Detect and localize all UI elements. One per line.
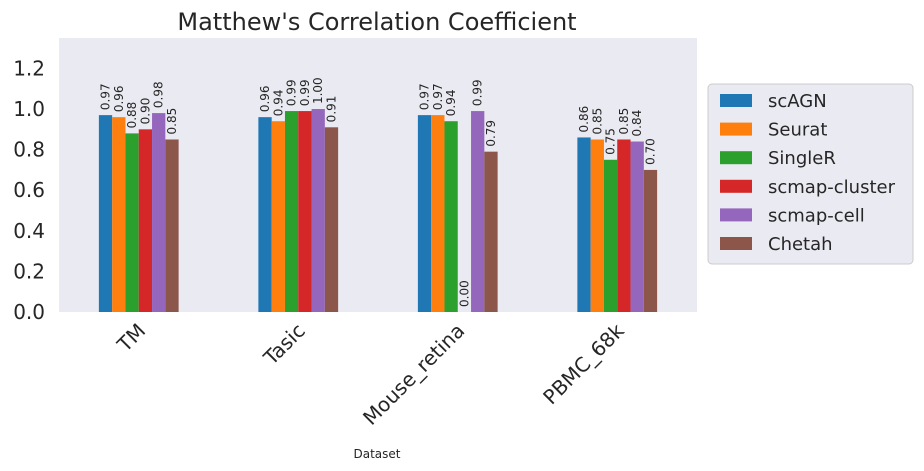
bar-value-label: 0.84 bbox=[630, 110, 644, 137]
x-axis-ticks: TM Tasic Mouse_retina PBMC_68k bbox=[112, 318, 629, 430]
y-tick-label: 1.0 bbox=[13, 97, 45, 121]
bar bbox=[590, 139, 604, 312]
bar-value-label: 0.96 bbox=[258, 85, 272, 112]
bar bbox=[152, 113, 166, 312]
bar bbox=[125, 133, 139, 312]
bar-value-label: 0.85 bbox=[165, 108, 179, 135]
bar bbox=[617, 139, 631, 312]
bar bbox=[284, 111, 299, 312]
legend-label: Seurat bbox=[768, 120, 827, 141]
y-axis-ticks: 0.0 0.2 0.4 0.6 0.8 1.0 1.2 bbox=[13, 56, 45, 324]
chart-title: Matthew's Correlation Coefficient bbox=[177, 8, 576, 36]
bar-value-label: 0.97 bbox=[431, 83, 445, 110]
bar-value-label: 0.85 bbox=[617, 108, 631, 135]
bar bbox=[431, 115, 445, 313]
bar bbox=[577, 137, 591, 312]
legend-swatch bbox=[720, 94, 752, 107]
bar bbox=[630, 141, 644, 312]
bar bbox=[311, 109, 325, 312]
bar bbox=[98, 115, 113, 313]
legend-label: scmap-cell bbox=[768, 205, 865, 226]
x-tick-label: Mouse_retina bbox=[358, 319, 469, 430]
legend: scAGN Seurat SingleR scmap-cluster scmap-cel… bbox=[707, 83, 914, 265]
bar-value-label: 0.99 bbox=[298, 79, 312, 106]
bar bbox=[138, 129, 153, 312]
bar-value-label: 1.00 bbox=[311, 77, 325, 104]
legend-label: scAGN bbox=[768, 91, 827, 112]
legend-label: scmap-cluster bbox=[768, 177, 896, 198]
bar-value-label: 0.96 bbox=[112, 85, 126, 112]
legend-swatch bbox=[720, 208, 752, 222]
bar-value-label: 0.70 bbox=[643, 138, 657, 165]
bar bbox=[417, 115, 432, 313]
legend-swatch bbox=[720, 179, 752, 193]
x-tick-label: TM bbox=[112, 319, 151, 358]
bar-value-label: 0.98 bbox=[152, 81, 166, 108]
legend-swatch bbox=[720, 151, 752, 165]
bar-value-label: 0.99 bbox=[285, 79, 299, 106]
bar-value-label: 0.99 bbox=[471, 79, 485, 106]
bar bbox=[165, 139, 179, 312]
bar-value-label: 0.97 bbox=[418, 83, 432, 110]
bar bbox=[112, 117, 126, 313]
legend-swatch bbox=[720, 122, 752, 136]
bar bbox=[324, 127, 339, 312]
bar bbox=[298, 111, 312, 312]
bar-value-label: 0.91 bbox=[324, 96, 338, 123]
legend-swatch bbox=[720, 237, 752, 250]
y-tick-label: 0.0 bbox=[13, 300, 45, 324]
bar-value-label: 0.75 bbox=[604, 128, 618, 155]
bar-value-label: 0.79 bbox=[484, 120, 498, 147]
bar bbox=[603, 159, 618, 312]
x-axis-label: Dataset bbox=[354, 447, 401, 461]
legend-items: scAGN Seurat SingleR scmap-cluster scmap-cel… bbox=[720, 91, 896, 255]
bar bbox=[484, 151, 498, 312]
legend-label: SingleR bbox=[768, 148, 836, 169]
x-tick-label: PBMC_68k bbox=[538, 318, 629, 409]
bar-value-label: 0.00 bbox=[457, 280, 471, 307]
legend-label: Chetah bbox=[768, 234, 833, 255]
x-tick-label: Tasic bbox=[258, 319, 310, 371]
bar-value-label: 0.94 bbox=[444, 89, 458, 116]
bars-layer bbox=[98, 109, 658, 313]
y-tick-label: 0.8 bbox=[13, 138, 45, 162]
bar-value-label: 0.86 bbox=[577, 106, 591, 133]
bar-value-label: 0.90 bbox=[138, 98, 152, 125]
y-tick-label: 0.6 bbox=[13, 178, 45, 202]
bar bbox=[471, 111, 485, 312]
data-labels-layer: 0.97 0.960.88 0.900.980.850.96 0.94 0.99 0.99… bbox=[99, 77, 658, 307]
y-tick-label: 0.4 bbox=[13, 219, 45, 243]
bar-value-label: 0.94 bbox=[271, 89, 285, 116]
legend-box bbox=[707, 83, 914, 265]
y-tick-label: 1.2 bbox=[13, 56, 45, 80]
bar bbox=[643, 169, 658, 312]
bar bbox=[258, 117, 272, 313]
bar bbox=[271, 121, 285, 312]
y-tick-label: 0.2 bbox=[13, 259, 45, 283]
bar-value-label: 0.85 bbox=[590, 108, 604, 135]
bar-value-label: 0.97 bbox=[99, 83, 113, 110]
bar-value-label: 0.88 bbox=[125, 102, 139, 129]
bar bbox=[444, 121, 458, 312]
